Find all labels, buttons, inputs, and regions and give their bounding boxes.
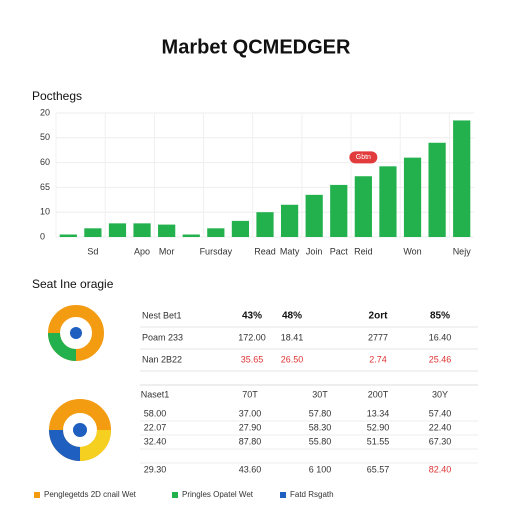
- x-tick-label: Won: [403, 246, 421, 256]
- y-tick-label: 65: [40, 182, 50, 192]
- table1-cell: 2777: [368, 332, 388, 342]
- table1-cell: 2.74: [369, 354, 387, 364]
- table2-cell: 52.90: [367, 422, 390, 432]
- annotation: Gbtn: [356, 154, 371, 161]
- table1-cell: Poam 233: [142, 332, 183, 342]
- table1-cell: 48%: [282, 311, 302, 322]
- table2-cell: 6 100: [309, 464, 332, 474]
- bar: [280, 204, 299, 237]
- bar: [305, 194, 323, 237]
- table1-cell: 26.50: [281, 354, 304, 364]
- y-tick-label: 20: [40, 107, 50, 117]
- table1-cell: 172.00: [238, 332, 266, 342]
- bar: [231, 220, 250, 237]
- table2-cell: 27.90: [239, 422, 262, 432]
- table1-cell: 16.40: [429, 332, 452, 342]
- table2-header: Naset1: [141, 389, 170, 399]
- table2-cell: 65.57: [367, 464, 390, 474]
- table1-cell: 25.46: [429, 354, 452, 364]
- table2-header: 30Y: [432, 389, 448, 399]
- legend-label: Fatd Rsgath: [290, 490, 334, 499]
- table2-cell: 67.30: [429, 436, 452, 446]
- table1-cell: Nan 2B22: [142, 354, 182, 364]
- section-title: Seat Ine oragie: [32, 277, 114, 291]
- table2-cell: 37.00: [239, 408, 262, 418]
- table2-cell: 22.40: [429, 422, 452, 432]
- table2-cell: 58.30: [309, 422, 332, 432]
- donut-2: [49, 399, 111, 461]
- table2-cell: 51.55: [367, 436, 390, 446]
- bar: [453, 120, 471, 237]
- x-tick-label: Nejy: [453, 246, 472, 256]
- y-tick-label: 50: [40, 132, 50, 142]
- bar: [108, 223, 127, 237]
- table1-cell: 35.65: [241, 354, 264, 364]
- bar: [256, 212, 274, 237]
- bar: [354, 176, 372, 237]
- bar: [84, 228, 102, 237]
- table1-cell: 43%: [242, 311, 262, 322]
- chart-title: Pocthegs: [32, 89, 82, 103]
- legend-swatch: [280, 492, 286, 498]
- table2-cell: 13.34: [367, 408, 390, 418]
- table1-cell: 85%: [430, 311, 450, 322]
- bar: [158, 224, 176, 237]
- x-tick-label: Fursday: [200, 246, 233, 256]
- table1-cell: Nest Bet1: [142, 310, 182, 320]
- donut-1: [48, 305, 104, 361]
- bar: [207, 228, 225, 237]
- bar: [133, 223, 151, 237]
- table2-cell: 43.60: [239, 464, 262, 474]
- bar: [59, 234, 77, 237]
- x-tick-label: Reid: [354, 246, 373, 256]
- table2-cell: 29.30: [144, 464, 167, 474]
- legend-label: Pringles Opatel Wet: [182, 490, 254, 499]
- x-tick-label: Maty: [280, 246, 300, 256]
- x-tick-label: Pact: [330, 246, 349, 256]
- x-tick-label: Sd: [87, 246, 98, 256]
- table1-cell: 18.41: [281, 332, 304, 342]
- x-tick-label: Read: [254, 246, 276, 256]
- annotation-pill: [349, 151, 378, 164]
- legend-label: Penglegetds 2D cnail Wet: [44, 490, 137, 499]
- legend-swatch: [172, 492, 178, 498]
- table1-cell: 2ort: [369, 311, 389, 322]
- table2-header: 30T: [312, 389, 328, 399]
- bar: [403, 157, 422, 237]
- table2-cell: 22.07: [144, 422, 167, 432]
- table2-cell: 57.40: [429, 408, 452, 418]
- y-tick-label: 10: [40, 207, 50, 217]
- bar: [182, 234, 200, 237]
- table2-cell: 87.80: [239, 436, 262, 446]
- table2-cell: 58.00: [144, 408, 167, 418]
- table2-cell: 57.80: [309, 408, 332, 418]
- x-tick-label: Join: [306, 246, 323, 256]
- table2-header: 200T: [368, 389, 389, 399]
- x-tick-label: Mor: [159, 246, 175, 256]
- y-tick-label: 60: [40, 157, 50, 167]
- x-tick-label: Apo: [134, 246, 150, 256]
- legend-swatch: [34, 492, 40, 498]
- y-tick-label: 0: [40, 231, 45, 241]
- table2-cell: 55.80: [309, 436, 332, 446]
- bar: [379, 166, 397, 237]
- bar: [428, 142, 446, 237]
- table2-cell: 82.40: [429, 464, 452, 474]
- table2-header: 70T: [242, 389, 258, 399]
- table2-cell: 32.40: [144, 436, 167, 446]
- bar: [330, 184, 348, 237]
- page-title: Marbet QCMEDGER: [162, 36, 351, 58]
